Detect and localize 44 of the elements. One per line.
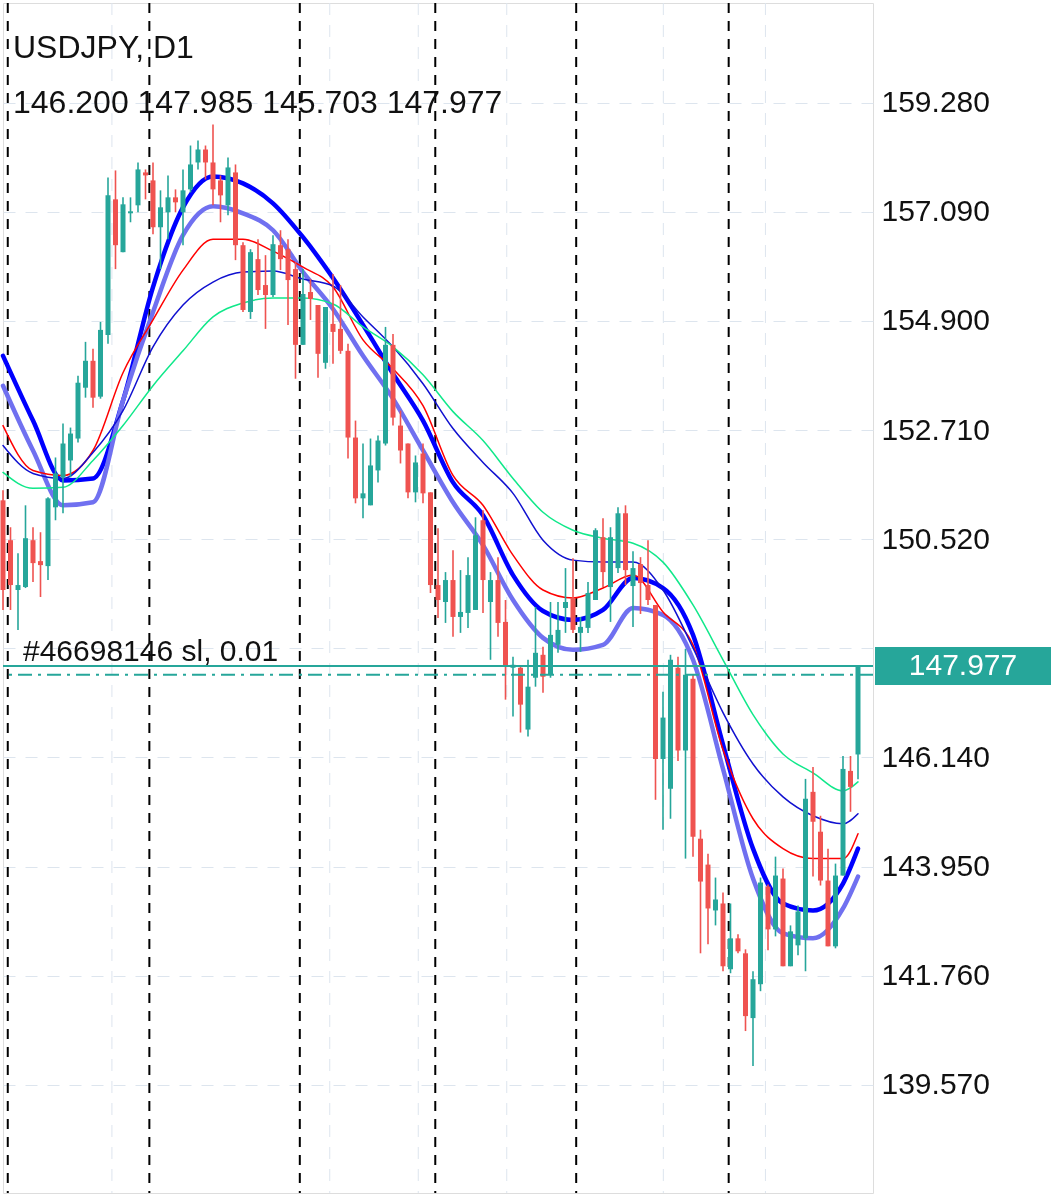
y-tick-label: 141.760 [881,958,990,992]
candlestick [128,196,133,224]
candlestick [180,168,186,246]
candlestick [173,188,178,214]
candlestick [308,278,313,321]
y-tick-label: 139.570 [881,1067,990,1101]
candlestick [488,571,493,661]
candlestick [645,539,651,606]
candlestick [555,601,561,654]
y-tick-label: 150.520 [881,521,990,555]
candlestick [195,139,201,171]
candlestick [578,616,583,653]
candlestick [38,531,43,598]
candlestick [638,556,643,615]
candlestick [143,168,148,201]
y-tick-label: 157.090 [881,194,990,228]
candlestick [458,569,463,634]
y-tick-label: 146.140 [881,739,990,773]
candlestick [330,273,336,365]
candlestick [435,527,441,619]
candlestick [443,571,448,624]
candlestick [158,189,163,270]
candlestick [218,174,223,224]
y-tick-label: 159.280 [881,85,990,119]
candlestick [630,550,636,628]
candlestick [30,526,36,583]
candlestick [338,284,343,355]
candlestick [263,254,268,330]
candlestick [165,174,171,241]
candlestick [713,876,718,927]
y-tick-label: 143.950 [881,849,990,883]
candlestick [15,552,21,631]
candlestick [735,933,741,955]
y-tick-label: 152.710 [881,412,990,446]
candlestick [203,144,208,181]
ref-line-label: 147.977 [908,647,1018,681]
candlestick [278,229,283,271]
ref-line-label: #46698146 sl, 0.01 [23,633,279,667]
text: 146.200 147.985 145.703 147.977 [13,84,503,120]
y-tick-label: 154.900 [881,303,990,337]
candlestick [360,442,366,520]
text: USDJPY, D1 [13,29,194,65]
candlestick [563,567,568,634]
candlestick [848,755,853,813]
